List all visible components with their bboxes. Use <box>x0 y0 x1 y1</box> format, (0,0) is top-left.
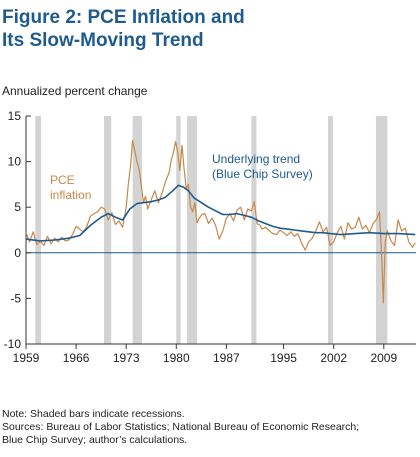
x-tick-label-3: 1980 <box>163 351 190 365</box>
note-line-2: Sources: Bureau of Labor Statistics; Nat… <box>2 421 360 433</box>
annotation-pce-inflation-line-1: inflation <box>50 188 91 202</box>
recession-bar-1 <box>104 116 112 344</box>
figure-title: Figure 2: PCE Inflation and Its Slow-Mov… <box>2 6 412 52</box>
annotation-underlying-trend-line-0: Underlying trend <box>212 152 300 166</box>
figure-title-line-1: Figure 2: PCE Inflation and <box>2 7 245 28</box>
annotation-pce-inflation-line-0: PCE <box>50 173 75 187</box>
recession-bar-5 <box>251 116 257 344</box>
notes: Note: Shaded bars indicate recessions. S… <box>2 408 359 447</box>
series-line-pce-inflation <box>25 139 416 304</box>
x-tick-label-7: 2009 <box>370 351 397 365</box>
y-tick-label-1: 10 <box>8 155 22 169</box>
recession-bar-7 <box>375 116 388 344</box>
recession-bar-2 <box>132 116 142 344</box>
recession-bar-3 <box>176 116 181 344</box>
y-tick-label-4: -5 <box>10 291 21 305</box>
note-line-1: Note: Shaded bars indicate recessions. <box>2 408 185 420</box>
x-tick-label-4: 1987 <box>213 351 240 365</box>
series-line-underlying-trend <box>25 184 416 242</box>
y-axis-label: Annualized percent change <box>2 84 148 98</box>
note-line-3: Blue Chip Survey; author’s calculations. <box>2 434 188 446</box>
x-tick-label-5: 1995 <box>270 351 297 365</box>
x-tick-label-1: 1966 <box>63 351 90 365</box>
recession-bar-0 <box>35 116 42 344</box>
y-tick-label-3: 0 <box>14 246 21 260</box>
recession-bar-6 <box>327 116 333 344</box>
figure-title-line-2: Its Slow-Moving Trend <box>2 30 204 51</box>
x-tick-label-0: 1959 <box>13 351 40 365</box>
x-tick-label-6: 2002 <box>320 351 347 365</box>
y-tick-label-5: -10 <box>4 337 22 351</box>
annotation-underlying-trend-line-1: (Blue Chip Survey) <box>212 167 313 181</box>
x-tick-label-2: 1973 <box>113 351 140 365</box>
y-tick-label-2: 5 <box>14 200 21 214</box>
y-tick-label-0: 15 <box>8 109 22 123</box>
recession-bar-4 <box>187 116 198 344</box>
